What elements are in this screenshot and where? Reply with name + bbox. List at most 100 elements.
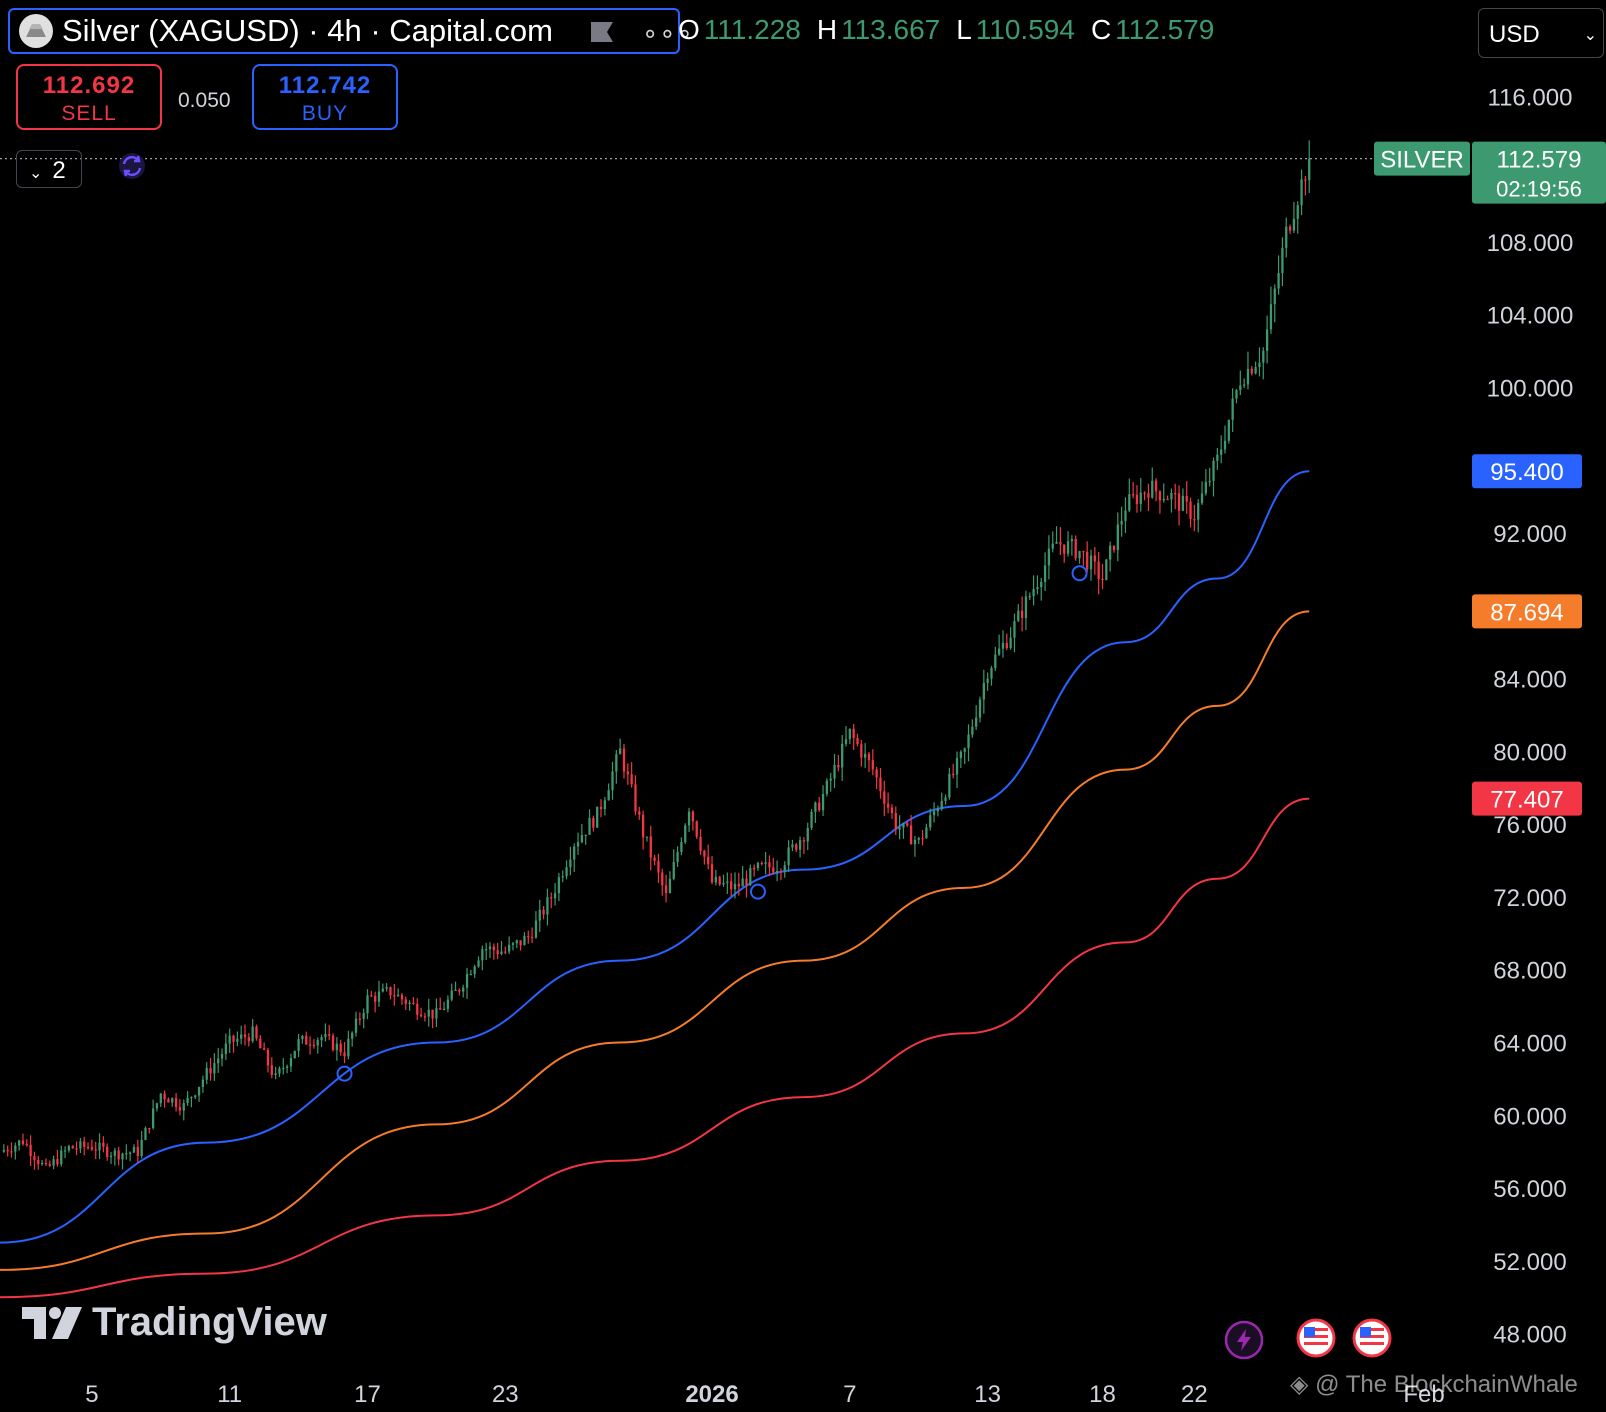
candle-body (1292, 218, 1296, 231)
candle-down (1101, 563, 1104, 590)
candle-body (63, 1150, 67, 1152)
candle-body (745, 878, 748, 886)
candle-up (844, 726, 848, 747)
candle-body (209, 1067, 212, 1074)
candle-up (1258, 347, 1261, 377)
candle-down (232, 1034, 235, 1053)
candle-down (818, 796, 821, 812)
x-tick-label: 11 (217, 1381, 242, 1408)
candle-down (178, 1099, 182, 1116)
candle-body (1051, 543, 1054, 549)
last-price-badge-bg (1472, 141, 1606, 204)
candle-body (530, 937, 534, 939)
candle-body (997, 648, 1001, 655)
candle-body (959, 751, 963, 759)
candle-up (1254, 361, 1257, 375)
tradingview-mark-icon (22, 1306, 82, 1339)
candle-up (435, 998, 438, 1028)
candle-up (320, 1034, 323, 1048)
candle-up (1285, 217, 1288, 258)
candle-body (83, 1141, 86, 1147)
ma-orange-badge-bg (1472, 594, 1582, 629)
candle-up (1212, 457, 1215, 497)
candle-up (902, 822, 905, 839)
candle-body (1059, 541, 1062, 545)
candle-up (971, 719, 974, 738)
candle-up (668, 871, 672, 894)
candle-body (1273, 288, 1276, 305)
candle-body (75, 1148, 78, 1150)
more-options-icon[interactable]: ∘∘∘ (642, 18, 694, 48)
candle-body (687, 811, 691, 826)
candle-body (569, 859, 572, 868)
us-flag-event-icon[interactable] (1296, 1318, 1336, 1358)
candle-body (783, 865, 786, 873)
currency-select[interactable]: USD ⌄ (1478, 8, 1604, 58)
candle-up (224, 1033, 228, 1061)
candle-up (14, 1142, 17, 1160)
sync-icon[interactable] (116, 150, 148, 182)
indicators-collapse-button[interactable]: ⌄ 2 (16, 150, 82, 188)
candle-body (240, 1034, 243, 1039)
flag-icon[interactable] (588, 20, 616, 44)
candle-body (1009, 637, 1012, 649)
candle-up (201, 1075, 205, 1093)
candle-body (886, 803, 890, 808)
candle-up (113, 1147, 116, 1166)
lightning-event-icon[interactable] (1224, 1320, 1264, 1360)
candle-down (657, 853, 660, 883)
sell-button[interactable]: 112.692 SELL (16, 64, 162, 130)
y-tick-label: 108.000 (1487, 230, 1574, 257)
spread-value: 0.050 (178, 89, 231, 112)
candle-up (749, 864, 752, 886)
candle-up (546, 888, 549, 926)
candle-body (971, 726, 974, 735)
price-axis[interactable]: 116.000 108.000 104.000 100.000 92.000 84.000… (1487, 84, 1574, 1348)
candle-up (917, 836, 920, 844)
candle-up (151, 1099, 155, 1130)
symbol-header[interactable]: Silver (XAGUSD) · 4h · Capital.com ∘∘∘ (8, 8, 693, 54)
candle-up (1013, 613, 1016, 653)
candle-body (1043, 565, 1047, 582)
candle-down (519, 940, 522, 951)
candle-body (1097, 561, 1100, 579)
candle-body (33, 1156, 36, 1161)
candle-body (1082, 551, 1085, 553)
candle-down (431, 1009, 434, 1029)
candle-up (959, 750, 963, 768)
candle-down (745, 870, 748, 898)
candle-body (802, 840, 806, 842)
candle-body (825, 780, 829, 795)
candle-up (810, 808, 813, 831)
us-flag-event-icon[interactable] (1352, 1318, 1392, 1358)
ohlc-value: 110.594 (975, 14, 1075, 45)
candle-body (730, 881, 733, 890)
candle-body (871, 760, 874, 770)
candle-down (1082, 550, 1085, 566)
candle-up (787, 840, 790, 872)
time-axis[interactable]: 5 11 17 23 2026 7 13 18 22 Feb (85, 1381, 1445, 1408)
candle-down (856, 733, 859, 747)
event-marker (749, 883, 766, 900)
candle-down (255, 1024, 258, 1041)
candle-down (634, 775, 637, 816)
candle-body (714, 876, 718, 883)
candle-down (752, 864, 756, 877)
x-tick-label: 23 (492, 1381, 519, 1408)
candle-down (550, 892, 553, 909)
candle-body (615, 754, 618, 772)
x-tick-label: 13 (974, 1381, 1001, 1408)
candle-up (301, 1034, 304, 1044)
candle-body (462, 987, 465, 992)
candle-down (117, 1146, 120, 1166)
candle-body (860, 744, 863, 758)
candle-body (511, 943, 515, 945)
x-tick-label: 2026 (685, 1381, 738, 1408)
candle-body (818, 802, 821, 811)
candle-body (385, 987, 388, 989)
candle-up (821, 785, 825, 817)
candle-down (802, 837, 806, 854)
buy-button[interactable]: 112.742 BUY (252, 64, 398, 130)
candle-body (40, 1162, 44, 1165)
